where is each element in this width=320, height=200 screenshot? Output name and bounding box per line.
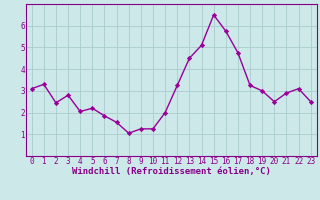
- X-axis label: Windchill (Refroidissement éolien,°C): Windchill (Refroidissement éolien,°C): [72, 167, 271, 176]
